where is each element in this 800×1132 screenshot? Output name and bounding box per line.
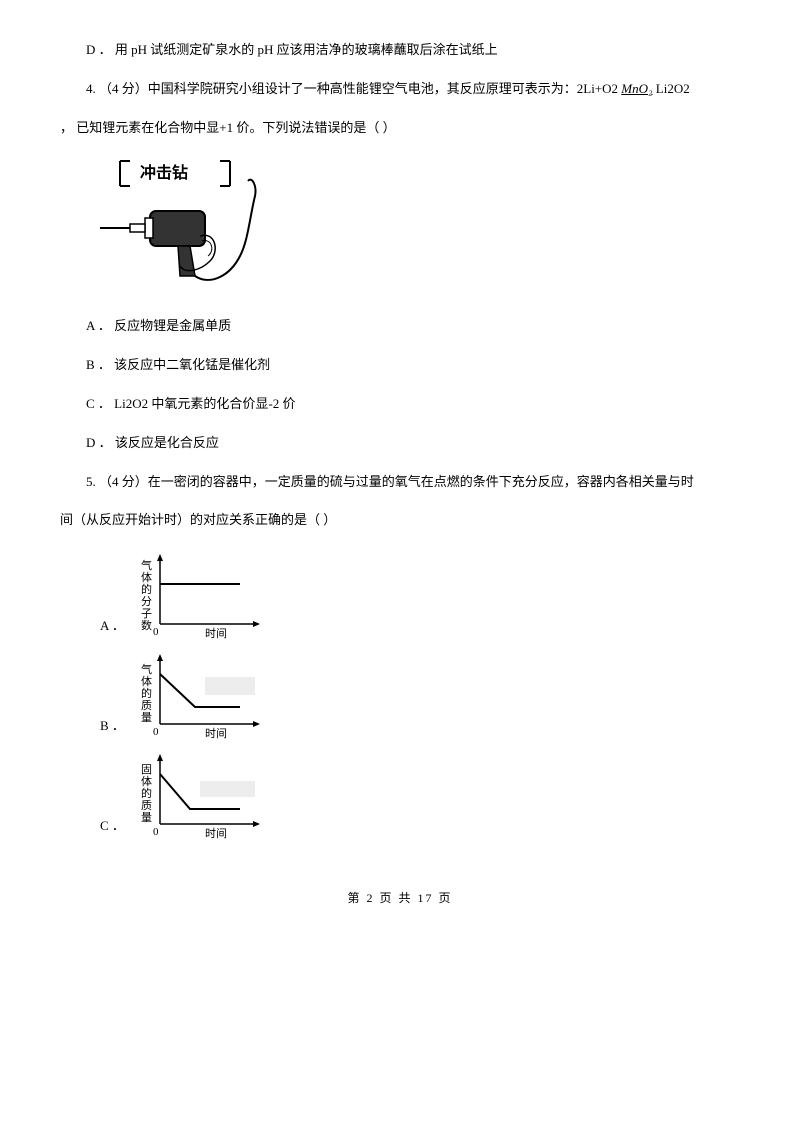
graph-c-ylabel-3: 的 [141, 786, 152, 800]
graph-b-ylabel-4: 质 [141, 699, 152, 712]
graph-c-xlabel: 时间 [205, 827, 227, 839]
q4-stem-tail: Li2O2 [656, 81, 690, 96]
q5-stem-line2: 间（从反应开始计时）的对应关系正确的是（ ） [60, 510, 740, 531]
q4-option-d: D ． 该反应是化合反应 [60, 433, 740, 454]
graph-a-xlabel: 时间 [205, 627, 227, 639]
graph-b-ylabel-1: 气 [141, 662, 152, 676]
graph-b-xlabel: 时间 [205, 727, 227, 739]
q4-option-a: A ． 反应物锂是金属单质 [60, 316, 740, 337]
q5-graph-c-letter: C ． [100, 816, 125, 839]
graph-b-origin: 0 [153, 726, 159, 738]
graph-a-ylabel-6: 数 [141, 619, 152, 632]
q5-graph-b-svg: 气 体 的 质 量 0 时间 [135, 649, 265, 739]
q3-option-d: D ． 用 pH 试纸测定矿泉水的 pH 应该用洁净的玻璃棒蘸取后涂在试纸上 [60, 40, 740, 61]
q4-stem-head: 4. （4 分）中国科学院研究小组设计了一种高性能锂空气电池，其反应原理可表示为… [86, 81, 621, 96]
q4-stem-line1: 4. （4 分）中国科学院研究小组设计了一种高性能锂空气电池，其反应原理可表示为… [60, 79, 740, 100]
drill-svg: 冲击钻 [100, 156, 260, 296]
graph-b-ylabel-3: 的 [141, 686, 152, 700]
graph-a-ylabel-4: 分 [141, 595, 152, 608]
drill-figure: 冲击钻 [100, 156, 740, 296]
graph-a-ylabel-3: 的 [141, 582, 152, 596]
graph-c-ylabel-2: 体 [141, 774, 152, 788]
q5-graph-c: C ． 固 体 的 质 量 0 时间 [100, 749, 740, 839]
graph-a-origin: 0 [153, 626, 159, 638]
graph-b-ylabel-2: 体 [141, 674, 152, 688]
graph-c-origin: 0 [153, 826, 159, 838]
graph-c-ylabel-1: 固 [141, 763, 152, 776]
q4-option-b: B ． 该反应中二氧化锰是催化剂 [60, 355, 740, 376]
graph-a-ylabel-1: 气 [141, 558, 152, 572]
graph-c-ylabel-4: 质 [141, 799, 152, 812]
graph-a-ylabel-2: 体 [141, 570, 152, 584]
q5-graph-a: A ． 气 体 的 分 子 数 0 时间 [100, 549, 740, 639]
page-footer: 第 2 页 共 17 页 [60, 889, 740, 908]
q4-option-c: C ． Li2O2 中氧元素的化合价显-2 价 [60, 394, 740, 415]
q5-stem-line1: 5. （4 分）在一密闭的容器中，一定质量的硫与过量的氧气在点燃的条件下充分反应… [60, 472, 740, 493]
drill-label: 冲击钻 [140, 163, 188, 182]
graph-c-ylabel-5: 量 [141, 811, 152, 824]
q4-catalyst: MnO₂ [621, 81, 652, 96]
graph-a-ylabel-5: 子 [141, 607, 152, 620]
q5-graph-b: B ． 气 体 的 质 量 0 时间 [100, 649, 740, 739]
q5-graph-a-svg: 气 体 的 分 子 数 0 时间 [135, 549, 265, 639]
q5-graph-b-letter: B ． [100, 716, 125, 739]
q4-stem-line2: ， 已知锂元素在化合物中显+1 价。下列说法错误的是（ ） [60, 118, 740, 139]
q5-graph-a-letter: A ． [100, 616, 125, 639]
graph-b-ylabel-5: 量 [141, 711, 152, 724]
q5-graph-c-svg: 固 体 的 质 量 0 时间 [135, 749, 265, 839]
